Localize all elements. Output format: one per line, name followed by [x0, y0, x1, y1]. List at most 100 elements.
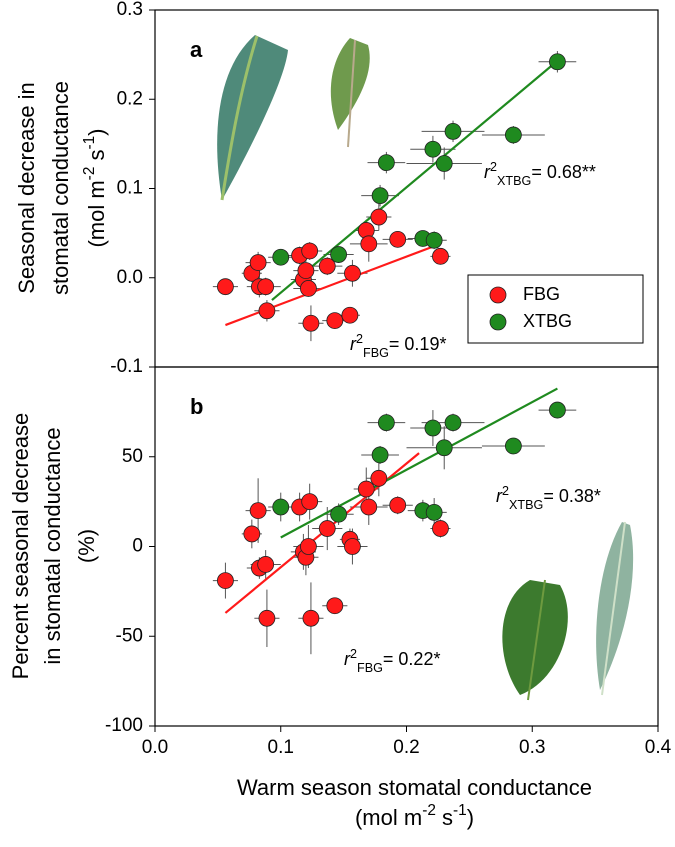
text-part: = 0.38*	[543, 486, 601, 506]
plot-frame	[154, 366, 659, 727]
data-point	[272, 248, 290, 266]
y-tick-label: 0.3	[117, 0, 143, 20]
data-point	[444, 414, 462, 432]
data-point	[504, 126, 522, 144]
data-point	[341, 306, 359, 324]
y-axis-label: Percent seasonal decrease	[8, 413, 33, 680]
data-point	[435, 439, 453, 457]
legend-marker	[489, 286, 507, 304]
data-point	[360, 498, 378, 516]
data-point	[330, 246, 347, 263]
data-point	[444, 122, 462, 140]
data-point	[370, 469, 388, 487]
data-point	[424, 140, 442, 158]
data-point	[371, 187, 389, 205]
data-point	[371, 446, 389, 464]
data-point	[432, 247, 449, 265]
annotation: r2XTBG= 0.38*	[496, 484, 601, 512]
data-point	[435, 155, 453, 172]
text-part: -2	[81, 167, 98, 181]
text-part: = 0.22*	[383, 649, 441, 669]
data-point	[370, 208, 388, 226]
y-tick-label: 0.0	[117, 267, 143, 288]
legend-marker	[489, 313, 507, 331]
data-point	[302, 314, 320, 332]
data-point	[344, 538, 361, 555]
data-point	[217, 572, 234, 590]
data-point	[249, 502, 267, 520]
legend-label: XTBG	[523, 311, 572, 331]
data-point	[301, 242, 319, 260]
data-point	[330, 505, 347, 523]
y-tick-label: 0	[132, 536, 143, 557]
text-part: 2	[356, 332, 363, 346]
x-tick-label: 0.0	[142, 737, 168, 758]
y-axis-label: in stomatal conductance	[40, 427, 65, 664]
data-point	[258, 609, 276, 627]
data-point	[377, 154, 395, 172]
legend-label: FBG	[523, 284, 560, 304]
text-part: in stomatal conductance	[40, 427, 65, 664]
annotation: r2FBG= 0.22*	[344, 647, 440, 675]
text-part: FBG	[363, 346, 389, 360]
data-point	[425, 231, 443, 249]
text-part: )	[467, 805, 474, 830]
data-point	[217, 278, 234, 296]
data-point	[425, 503, 443, 521]
text-part: r	[496, 486, 503, 506]
data-point	[297, 262, 315, 280]
text-part: XTBG	[509, 498, 543, 512]
leaf-image	[502, 521, 634, 701]
data-point	[377, 414, 395, 432]
y-tick-label: 50	[122, 446, 143, 467]
y-axis-label: Seasonal decrease in	[14, 82, 39, 294]
text-part: = 0.68**	[531, 162, 596, 182]
data-point	[257, 278, 275, 296]
text-part: Warm season stomatal conductance	[237, 775, 592, 800]
text-part: 2	[502, 484, 509, 498]
text-part: = 0.19*	[389, 334, 447, 354]
data-point	[344, 264, 361, 282]
text-part: r	[484, 162, 491, 182]
text-part: stomatal conductance	[48, 81, 73, 295]
y-axis-label: (%)	[74, 529, 99, 563]
text-part: (mol m	[355, 805, 422, 830]
text-part: )	[84, 128, 109, 135]
data-point	[326, 597, 344, 615]
text-part: r	[344, 649, 351, 669]
data-point	[326, 312, 344, 329]
data-point	[318, 257, 336, 275]
data-point	[257, 556, 275, 573]
annotation: r2FBG= 0.19*	[350, 332, 446, 360]
text-part: r	[350, 334, 357, 354]
data-point	[318, 520, 336, 537]
text-part: XTBG	[497, 174, 531, 188]
data-point	[272, 498, 290, 516]
text-part: Seasonal decrease in	[14, 82, 39, 294]
panel-label: a	[190, 37, 203, 62]
legend-box	[467, 274, 644, 344]
text-part: -1	[81, 136, 98, 150]
text-part: s	[84, 149, 109, 166]
x-tick-label: 0.1	[268, 737, 294, 758]
text-part: -2	[422, 802, 436, 819]
data-point	[249, 254, 267, 271]
data-point	[549, 401, 566, 419]
text-part: -1	[453, 802, 467, 819]
data-point	[389, 230, 407, 248]
annotation: r2XTBG= 0.68**	[484, 160, 596, 188]
text-part: (%)	[74, 529, 99, 563]
data-point	[300, 538, 317, 555]
text-part: FBG	[357, 661, 383, 675]
data-point	[357, 480, 375, 498]
data-point	[389, 496, 407, 514]
fit-line	[271, 60, 559, 301]
y-axis-label: (mol m-2 s-1)	[81, 128, 109, 247]
text-part: 2	[350, 647, 357, 661]
leaf-image	[217, 35, 370, 201]
text-part: s	[436, 805, 453, 830]
x-tick-label: 0.4	[645, 737, 672, 758]
data-point	[504, 437, 522, 455]
data-point	[243, 525, 261, 543]
